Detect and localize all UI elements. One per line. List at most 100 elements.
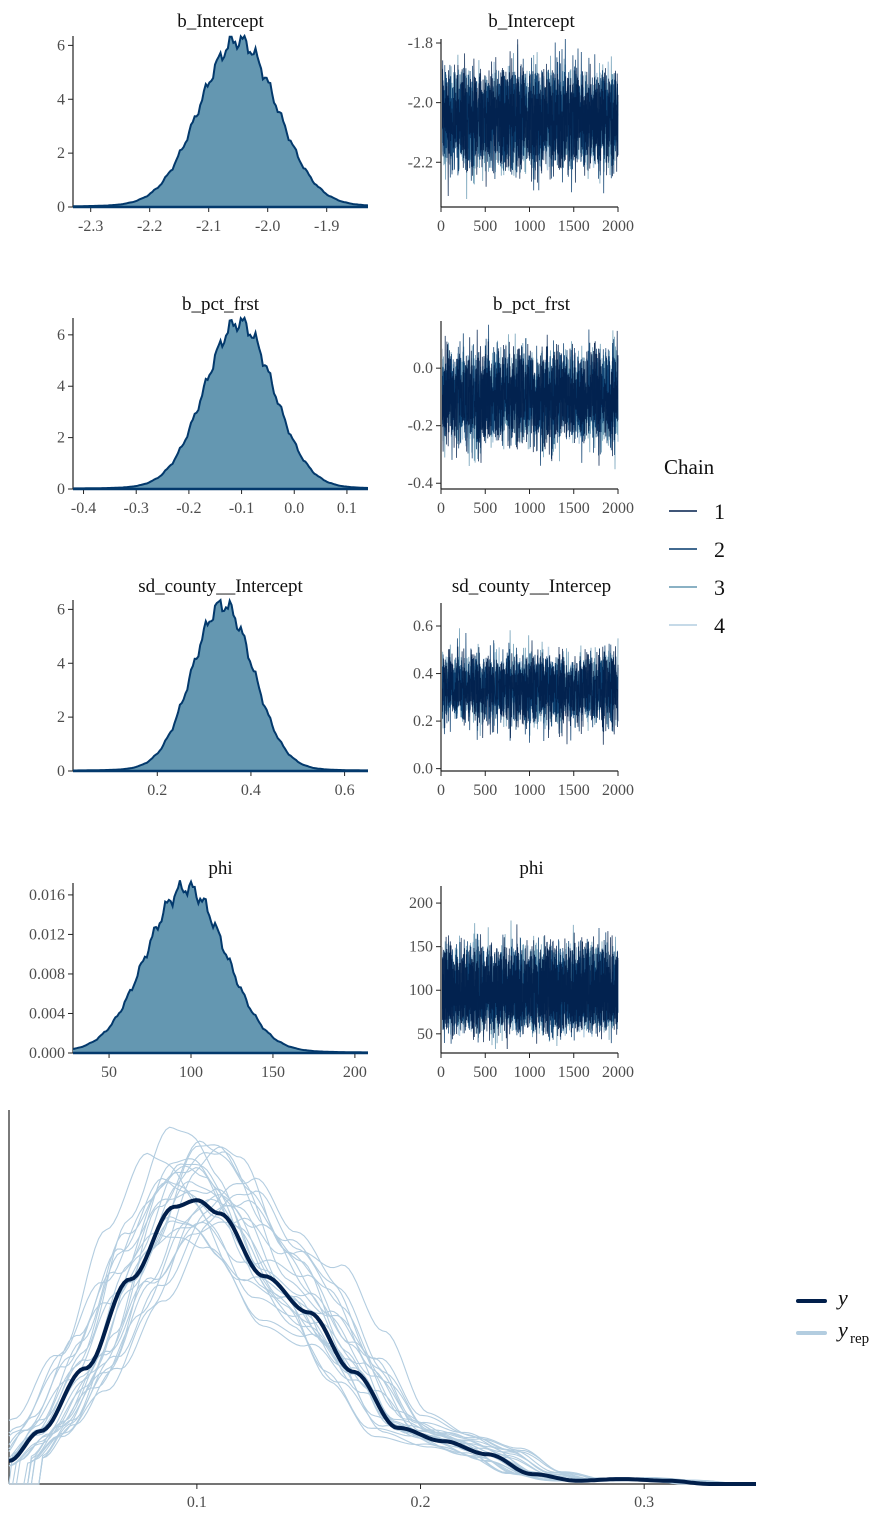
y-tick-label: 0 [57,481,65,498]
x-tick-label: 150 [261,1064,285,1081]
trace-lines [442,38,619,200]
density-panel: 50 100 150 200 0.000 0.004 0.008 0.012 0.016 phi [29,858,368,1081]
x-tick-label: 0.1 [187,1494,207,1511]
y-tick-label: 4 [57,655,65,672]
ppc-legend-label: y [836,1317,848,1342]
y-tick-label: 2 [57,709,65,726]
y-tick-label: -2.0 [408,95,433,112]
legend-title: Chain [664,455,715,479]
y-rep-line [8,1152,756,1485]
density-line [73,597,368,771]
x-tick-label: 200 [343,1064,367,1081]
density-area [73,36,368,207]
x-tick-label: -0.4 [71,500,96,517]
x-tick-label: 0 [437,500,445,517]
x-tick-label: 2000 [602,500,634,517]
y-rep-line [9,1199,756,1485]
y-tick-label: 4 [57,91,65,108]
y-rep-line [9,1194,756,1485]
trace-lines [442,324,619,470]
x-tick-label: -2.1 [196,218,221,235]
y-tick-label: 6 [57,601,65,618]
chain-1-line [442,924,619,1049]
y-tick-label: -0.4 [408,475,433,492]
panel-title: b_Intercept [177,11,264,32]
density-area [73,600,368,771]
x-tick-label: 0.2 [147,782,167,799]
y-tick-label: 6 [57,37,65,54]
y-tick-label: 0.004 [29,1005,65,1022]
legend-label-chain-3: 3 [714,575,725,600]
y-tick-label: 0.4 [413,666,433,683]
y-tick-label: 0 [57,199,65,216]
y-rep-line [8,1221,756,1485]
x-tick-label: 0.3 [634,1494,654,1511]
x-tick-label: 1500 [558,1064,590,1081]
y-rep-line [9,1180,756,1485]
panel-title: phi [208,858,232,879]
y-tick-label: -1.8 [408,35,433,52]
chain-1-line [442,39,619,197]
x-tick-label: 0.4 [241,782,261,799]
y-rep-line [8,1126,756,1485]
x-tick-label: 0 [437,1064,445,1081]
y-tick-label: 0.6 [413,618,433,635]
trace-panel: 0 500 1000 1500 2000 -1.8 -2.0 -2.2 b_Intercept [408,11,634,235]
density-area [73,317,368,489]
legend-label-chain-2: 2 [714,537,725,562]
y-rep-line [9,1146,756,1485]
x-tick-label: 500 [473,500,497,517]
y-tick-label: 0.0 [413,360,433,377]
trace-panel: 0 500 1000 1500 2000 0.0 -0.2 -0.4 b_pct_frst [408,294,634,517]
x-tick-label: 500 [473,218,497,235]
x-tick-label: 0 [437,782,445,799]
x-tick-label: 1000 [514,782,546,799]
x-tick-label: -0.1 [229,500,254,517]
x-tick-label: 100 [179,1064,203,1081]
chain-legend: Chain 1 2 3 4 [664,455,725,638]
y-rep-line [9,1140,756,1485]
x-tick-label: 1500 [558,218,590,235]
x-tick-label: 0.1 [337,500,357,517]
density-panel: 0.2 0.4 0.6 0 2 4 6 sd_county__Intercept [57,576,368,799]
ppc-panel: 0.1 0.2 0.3yy rep [8,1110,869,1511]
trace-lines [442,920,619,1049]
y-tick-label: 0.008 [29,966,65,983]
chain-2-line [442,632,619,743]
density-line [73,878,368,1053]
x-tick-label: 0.0 [284,500,304,517]
legend-label-chain-1: 1 [714,499,725,524]
x-tick-label: 1000 [514,218,546,235]
x-tick-label: -2.3 [78,218,103,235]
x-tick-label: 2000 [602,1064,634,1081]
chain-2-line [442,324,619,466]
x-tick-label: -0.3 [124,500,149,517]
y-tick-label: 2 [57,430,65,447]
x-tick-label: 0.2 [411,1494,431,1511]
y-observed-line [8,1198,756,1486]
x-tick-label: 500 [473,1064,497,1081]
x-tick-label: 500 [473,782,497,799]
density-area [73,880,368,1053]
x-tick-label: 1500 [558,782,590,799]
panel-title: sd_county__Intercept [138,576,303,597]
y-tick-label: 0.000 [29,1045,65,1062]
x-tick-label: -1.9 [314,218,339,235]
trace-panel: 0 500 1000 1500 2000 50 100 150 200 phi [409,858,634,1081]
panel-title: b_Intercept [488,11,575,32]
x-tick-label: 1000 [514,500,546,517]
x-tick-label: 2000 [602,782,634,799]
ppc-legend-label: y [836,1285,848,1310]
y-tick-label: 0 [57,763,65,780]
chain-1-line [442,640,619,745]
panel-title: b_pct_frst [182,294,260,315]
y-tick-label: 0.016 [29,887,65,904]
x-tick-label: -2.0 [255,218,280,235]
trace-panel: 0 500 1000 1500 2000 0.0 0.2 0.4 0.6 sd_county__I… [413,576,634,799]
y-tick-label: 0.0 [413,761,433,778]
panel-title: sd_county__Intercep [452,576,611,597]
y-tick-label: 6 [57,327,65,344]
y-tick-label: 50 [417,1026,433,1043]
trace-lines [442,628,619,745]
